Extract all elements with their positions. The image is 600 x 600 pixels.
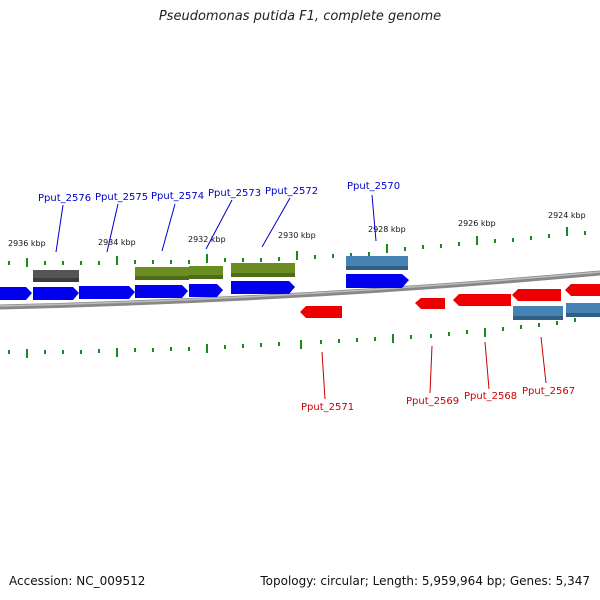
label-leader xyxy=(371,194,377,242)
forward-cds xyxy=(231,281,295,294)
olive-feature-shade xyxy=(231,273,295,277)
reverse-cds xyxy=(565,284,600,296)
reverse-cds xyxy=(300,306,342,318)
gene-label: Pput_2568 xyxy=(464,391,517,402)
label-leader xyxy=(161,203,176,252)
gene-label: Pput_2569 xyxy=(406,396,459,407)
gene-label: Pput_2572 xyxy=(265,186,318,197)
gene-label: Pput_2567 xyxy=(522,386,575,397)
forward-cds xyxy=(33,287,79,300)
scale-label: 2932 kbp xyxy=(188,235,226,244)
forward-cds xyxy=(79,286,135,299)
label-leader xyxy=(429,345,433,394)
label-leader xyxy=(106,203,119,253)
gene-label: Pput_2571 xyxy=(301,402,354,413)
label-leader xyxy=(205,199,233,250)
gene-label: Pput_2573 xyxy=(208,188,261,199)
scale-label: 2926 kbp xyxy=(458,219,496,228)
gene-label: Pput_2574 xyxy=(151,191,204,202)
olive-feature-shade xyxy=(135,276,189,280)
olive-feature-shade xyxy=(189,275,223,279)
upper-scale-ticks xyxy=(8,227,586,267)
steel-feature-shade xyxy=(566,313,600,317)
lower-scale-ticks xyxy=(8,318,576,358)
label-leader xyxy=(261,197,291,248)
scale-label: 2936 kbp xyxy=(8,239,46,248)
forward-cds-track xyxy=(0,274,409,300)
label-leader xyxy=(55,204,64,253)
reverse-cds-track xyxy=(300,284,600,318)
label-leader xyxy=(540,336,547,384)
scale-label: 2924 kbp xyxy=(548,211,586,220)
accession-text: Accession: NC_009512 xyxy=(9,574,146,588)
steel-feature-shade xyxy=(513,316,563,320)
reverse-cds xyxy=(453,294,511,306)
forward-cds xyxy=(135,285,188,298)
genome-backbone-highlight xyxy=(0,271,600,307)
scale-label: 2930 kbp xyxy=(278,231,316,240)
label-leader xyxy=(484,341,490,390)
gene-label: Pput_2570 xyxy=(347,181,400,192)
map-title: Pseudomonas putida F1, complete genome xyxy=(158,9,442,24)
steel-feature-shade xyxy=(346,266,408,270)
forward-cds xyxy=(346,274,409,288)
genome-backbone xyxy=(0,270,600,310)
grey-feature-shade xyxy=(33,278,79,282)
reverse-cds xyxy=(415,298,445,309)
gene-label: Pput_2576 xyxy=(38,193,91,204)
gene-label: Pput_2575 xyxy=(95,192,148,203)
scale-label: 2934 kbp xyxy=(98,238,136,247)
topology-text: Topology: circular; Length: 5,959,964 bp… xyxy=(260,574,590,588)
scale-label: 2928 kbp xyxy=(368,225,406,234)
label-leader xyxy=(321,351,326,400)
forward-cds xyxy=(189,284,223,297)
forward-cds xyxy=(0,287,32,300)
misc-features-upper xyxy=(33,256,408,282)
reverse-cds xyxy=(512,289,561,301)
misc-features-lower xyxy=(513,303,600,320)
